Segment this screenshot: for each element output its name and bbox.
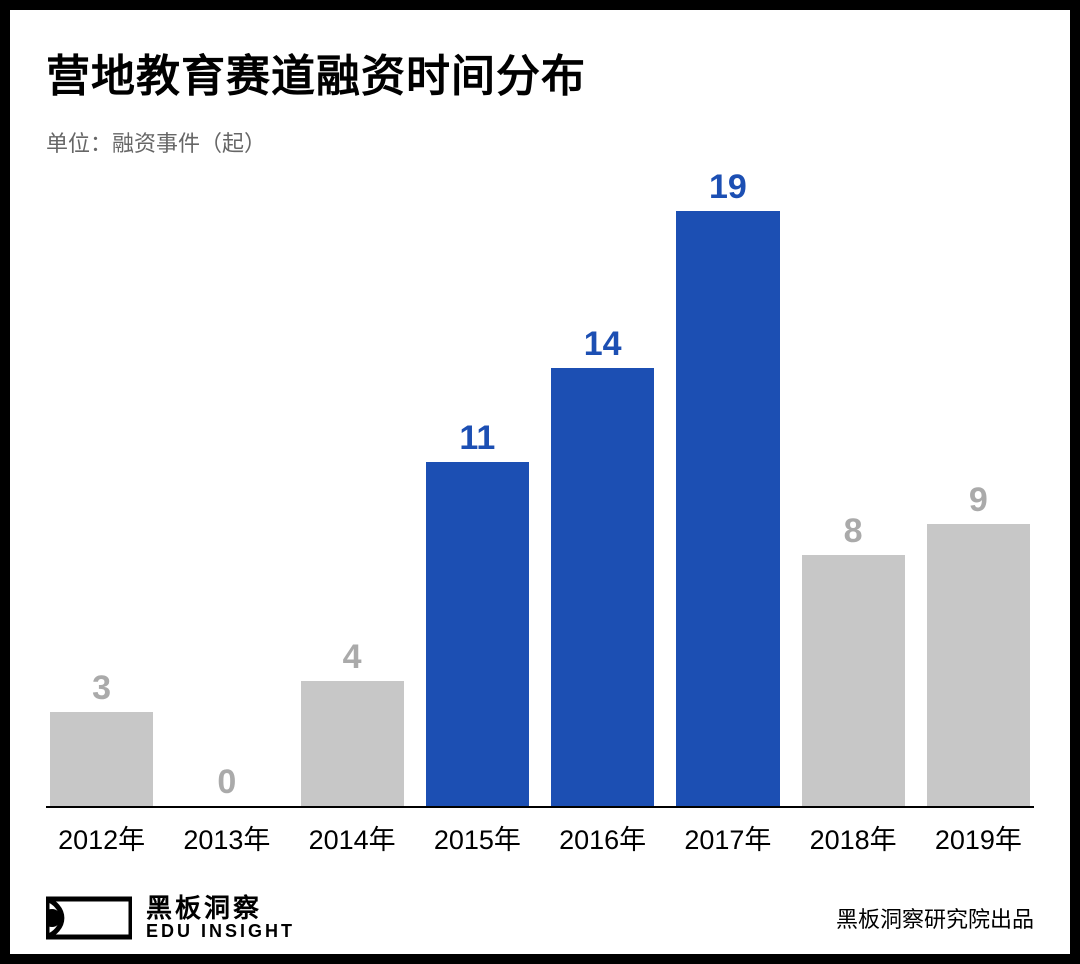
chart-title: 营地教育赛道融资时间分布: [46, 40, 1034, 104]
x-axis-label: 2014年: [301, 818, 404, 857]
bar-value-label: 8: [844, 512, 863, 551]
bar-rect: [676, 211, 779, 806]
x-axis-label: 2017年: [676, 818, 779, 857]
brand-logo-icon: [46, 893, 132, 943]
bar-rect: [301, 681, 404, 806]
bar-value-label: 9: [969, 481, 988, 520]
bar-col: 11: [426, 168, 529, 806]
chart-frame: 营地教育赛道融资时间分布 单位：融资事件（起） 3 0 4 11 14 19 8 9 2012…: [0, 0, 1080, 964]
x-axis-label: 2019年: [927, 818, 1030, 857]
brand-text: 黑板洞察 EDU INSIGHT: [146, 894, 295, 942]
bar-value-label: 14: [584, 325, 622, 364]
chart-subtitle: 单位：融资事件（起）: [46, 126, 1034, 158]
brand: 黑板洞察 EDU INSIGHT: [46, 893, 295, 943]
bar-rect: [802, 555, 905, 806]
bar-col: 9: [927, 168, 1030, 806]
footer: 黑板洞察 EDU INSIGHT 黑板洞察研究院出品: [46, 879, 1034, 943]
x-axis-label: 2015年: [426, 818, 529, 857]
bar-col: 3: [50, 168, 153, 806]
bar-col: 19: [676, 168, 779, 806]
x-axis-label: 2018年: [802, 818, 905, 857]
bar-value-label: 19: [709, 168, 747, 207]
credit-text: 黑板洞察研究院出品: [836, 902, 1034, 934]
bars-row: 3 0 4 11 14 19 8 9: [46, 168, 1034, 806]
bar-value-label: 4: [343, 638, 362, 677]
bar-rect: [551, 368, 654, 806]
bar-rect: [426, 462, 529, 806]
bar-col: 14: [551, 168, 654, 806]
x-axis-label: 2016年: [551, 818, 654, 857]
brand-name-en: EDU INSIGHT: [146, 922, 295, 942]
bar-value-label: 0: [217, 763, 236, 802]
bar-value-label: 11: [459, 419, 495, 458]
x-axis-label: 2013年: [175, 818, 278, 857]
bar-value-label: 3: [92, 669, 111, 708]
bar-rect: [50, 712, 153, 806]
bar-col: 4: [301, 168, 404, 806]
bar-rect: [927, 524, 1030, 806]
chart-area: 30411141989 2012年2013年2014年2015年2016年201…: [46, 168, 1034, 857]
x-axis-label: 2012年: [50, 818, 153, 857]
x-labels-row: 2012年 2013年 2014年 2015年 2016年 2017年 2018年 2019年: [46, 808, 1034, 857]
bar-col: 0: [175, 168, 278, 806]
bar-col: 8: [802, 168, 905, 806]
brand-name-cn: 黑板洞察: [146, 894, 295, 923]
